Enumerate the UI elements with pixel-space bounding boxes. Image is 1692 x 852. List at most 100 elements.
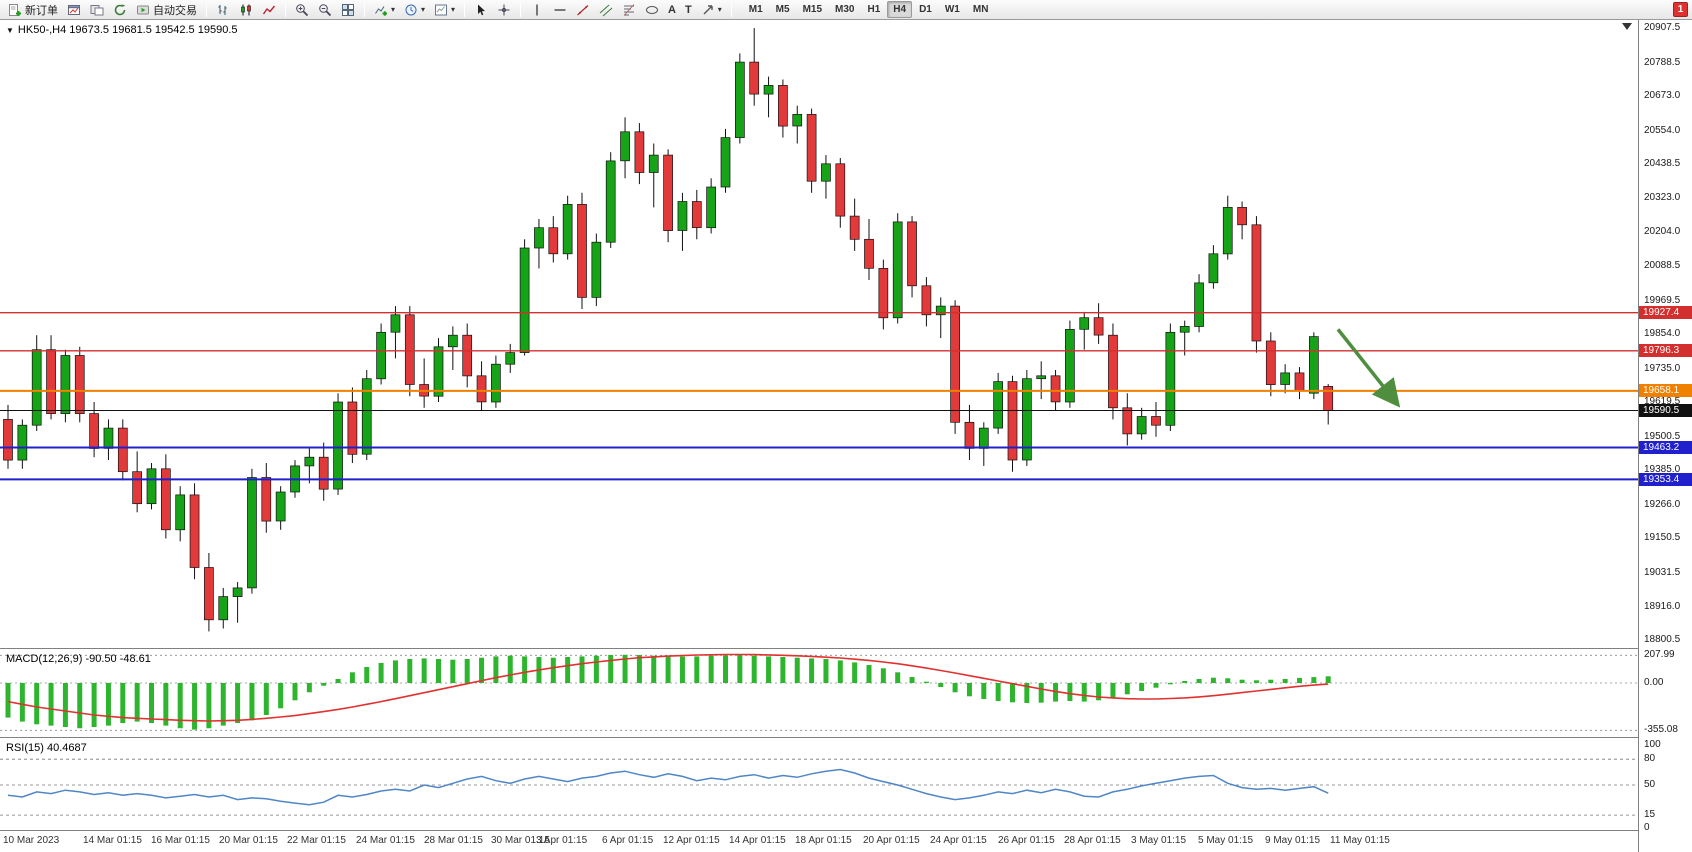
- refresh-icon: [114, 3, 126, 15]
- arrows-tool-button[interactable]: ▾: [697, 1, 726, 19]
- symbol-ohlc-text: HK50-,H4 19673.5 19681.5 19542.5 19590.5: [17, 24, 238, 36]
- macd-pane[interactable]: MACD(12,26,9) -90.50 -48.61: [0, 649, 1638, 737]
- price-line-tag: 19463.2: [1639, 441, 1692, 454]
- crosshair-icon: [498, 4, 510, 15]
- timeframe-button-M15[interactable]: M15: [797, 1, 828, 18]
- time-axis-label: 14 Apr 01:15: [729, 835, 786, 846]
- price-axis-label: 19854.0: [1644, 328, 1681, 339]
- refresh-button[interactable]: [109, 1, 131, 19]
- rsi-pane[interactable]: RSI(15) 40.4687: [0, 738, 1638, 830]
- time-axis-label: 18 Apr 01:15: [795, 835, 852, 846]
- autotrade-button[interactable]: 自动交易: [132, 1, 201, 19]
- rsi-axis-label: 0: [1644, 822, 1650, 833]
- zoom-out-icon: [319, 3, 332, 16]
- symbol-dropdown-icon[interactable]: ▼: [6, 25, 14, 35]
- price-line-tag: 19796.3: [1639, 344, 1692, 358]
- time-axis-label: 26 Apr 01:15: [998, 835, 1055, 846]
- channel-tool-button[interactable]: [595, 1, 617, 19]
- time-axis-label: 6 Apr 01:15: [602, 835, 654, 846]
- trendline-icon: [577, 4, 589, 15]
- toolbar-separator: [285, 2, 286, 17]
- price-axis-label: 19735.0: [1644, 362, 1681, 374]
- time-axis-label: 22 Mar 01:15: [287, 835, 346, 846]
- timeframe-button-W1[interactable]: W1: [939, 1, 966, 18]
- text-tool-button[interactable]: A: [664, 1, 680, 19]
- time-axis-label: 14 Mar 01:15: [83, 835, 142, 846]
- arrows-tool-icon: [703, 4, 713, 14]
- timeframe-button-M5[interactable]: M5: [770, 1, 796, 18]
- profiles-button[interactable]: [86, 1, 108, 19]
- chart-shift-marker[interactable]: [1622, 23, 1632, 30]
- pane-separator[interactable]: [0, 648, 1692, 649]
- notification-badge[interactable]: 1: [1673, 2, 1688, 17]
- timeframe-button-H4[interactable]: H4: [887, 1, 913, 18]
- cursor-button[interactable]: [470, 1, 492, 19]
- bar-chart-icon: [218, 4, 227, 15]
- channel-icon: [599, 4, 613, 16]
- time-axis-label: 20 Mar 01:15: [219, 835, 278, 846]
- toolbar: 新订单 自动交易 ▾ ▾ ▾: [0, 0, 1692, 20]
- price-axis[interactable]: 20907.5 20788.5 20673.0 20554.0 20438.5 20323…: [1638, 20, 1692, 852]
- crosshair-button[interactable]: [493, 1, 515, 19]
- price-axis-label: 20438.5: [1644, 158, 1681, 170]
- label-tool-button[interactable]: T: [681, 1, 696, 19]
- time-axis[interactable]: 10 Mar 2023 14 Mar 01:15 16 Mar 01:15 20 Ma…: [0, 831, 1638, 852]
- horizontal-line-icon: [554, 8, 566, 11]
- time-axis-label: 5 May 01:15: [1198, 835, 1254, 846]
- price-line-tag: 19927.4: [1639, 306, 1692, 320]
- autotrade-icon: [137, 5, 149, 14]
- candle-chart-button[interactable]: [235, 1, 257, 19]
- price-axis-label: 20673.0: [1644, 90, 1681, 102]
- macd-chart[interactable]: [0, 649, 1638, 737]
- toolbar-separator: [520, 2, 522, 17]
- price-axis-label: 20323.0: [1644, 191, 1681, 203]
- line-chart-button[interactable]: [258, 1, 280, 19]
- time-axis-label: 3 May 01:15: [1131, 835, 1187, 846]
- templates-button[interactable]: ▾: [430, 1, 459, 19]
- time-axis-label: 28 Apr 01:15: [1064, 835, 1121, 846]
- time-axis-label: 3 Apr 01:15: [536, 835, 588, 846]
- periods-button[interactable]: ▾: [400, 1, 429, 19]
- pane-separator[interactable]: [0, 737, 1692, 738]
- vertical-line-tool-button[interactable]: [526, 1, 548, 19]
- fibonacci-icon: [623, 3, 635, 16]
- rsi-chart[interactable]: [0, 738, 1638, 830]
- timeframe-button-MN[interactable]: MN: [967, 1, 995, 18]
- horizontal-line-tool-button[interactable]: [549, 1, 571, 19]
- time-axis-label: 16 Mar 01:15: [151, 835, 210, 846]
- new-order-button[interactable]: 新订单: [4, 1, 62, 19]
- clock-icon: [405, 4, 417, 15]
- new-order-label: 新订单: [25, 4, 58, 17]
- macd-axis-label: 0.00: [1644, 677, 1664, 688]
- dropdown-caret-icon: ▾: [717, 4, 722, 14]
- rsi-axis-label: 50: [1644, 779, 1656, 790]
- candlestick-chart[interactable]: [0, 20, 1638, 648]
- tile-windows-button[interactable]: [337, 1, 359, 19]
- price-axis-label: 19500.5: [1644, 430, 1681, 442]
- indicators-icon: [375, 5, 387, 16]
- indicators-button[interactable]: ▾: [370, 1, 399, 19]
- price-axis-label: 20788.5: [1644, 56, 1681, 68]
- timeframe-button-H1[interactable]: H1: [861, 1, 886, 18]
- fibonacci-tool-button[interactable]: [618, 1, 640, 19]
- zoom-out-button[interactable]: [314, 1, 336, 19]
- timeframe-button-M1[interactable]: M1: [743, 1, 769, 18]
- zoom-in-button[interactable]: [291, 1, 313, 19]
- price-line-tag: 19590.5: [1639, 404, 1692, 417]
- bar-chart-button[interactable]: [212, 1, 234, 19]
- toolbar-separator: [730, 2, 732, 17]
- charts-window-button[interactable]: [63, 1, 85, 19]
- rsi-axis-label: 15: [1644, 809, 1656, 821]
- price-line-tag: 19658.1: [1639, 384, 1692, 398]
- rsi-axis-label: 100: [1644, 739, 1661, 750]
- chart-ohlc-header: ▼ HK50-,H4 19673.5 19681.5 19542.5 19590…: [6, 24, 238, 36]
- dropdown-caret-icon: ▾: [391, 4, 396, 14]
- price-axis-label: 20088.5: [1644, 259, 1681, 271]
- trendline-tool-button[interactable]: [572, 1, 594, 19]
- main-chart-pane[interactable]: ▼ HK50-,H4 19673.5 19681.5 19542.5 19590…: [0, 20, 1638, 648]
- shapes-tool-button[interactable]: [641, 1, 663, 19]
- price-axis-label: 20204.0: [1644, 226, 1681, 238]
- timeframe-button-M30[interactable]: M30: [829, 1, 860, 18]
- timeframe-button-D1[interactable]: D1: [913, 1, 938, 18]
- dropdown-caret-icon: ▾: [451, 4, 456, 14]
